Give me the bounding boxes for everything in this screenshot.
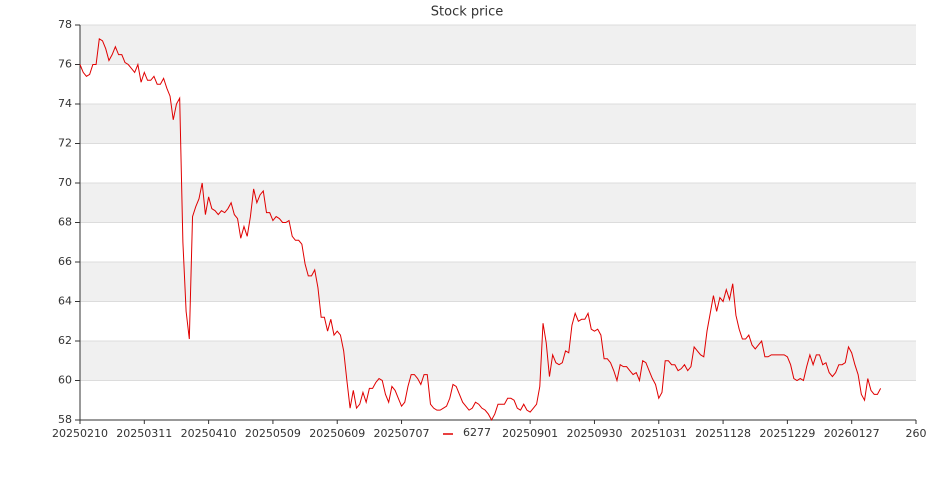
grid-band <box>80 104 916 144</box>
x-tick-label: 20260127 <box>824 427 880 440</box>
x-tick-label: 20250707 <box>374 427 430 440</box>
x-tick-label: 20250509 <box>245 427 301 440</box>
legend-label: 6277 <box>463 426 491 439</box>
x-tick-label: 20250609 <box>309 427 365 440</box>
x-tick-label: 20250930 <box>566 427 622 440</box>
y-tick-label: 66 <box>58 255 72 268</box>
y-tick-label: 78 <box>58 18 72 31</box>
x-tick-label: 20250901 <box>502 427 558 440</box>
y-tick-label: 72 <box>58 137 72 150</box>
chart-title: Stock price <box>431 5 503 20</box>
grid-band <box>80 183 916 223</box>
x-tick-label: 20250210 <box>52 427 108 440</box>
x-tick-label: 20250311 <box>116 427 172 440</box>
y-tick-label: 76 <box>58 58 72 71</box>
y-tick-label: 62 <box>58 334 72 347</box>
y-tick-label: 68 <box>58 216 72 229</box>
grid-band <box>80 25 916 65</box>
y-tick-label: 60 <box>58 374 72 387</box>
y-tick-label: 70 <box>58 176 72 189</box>
x-tick-label: 20250410 <box>181 427 237 440</box>
x-tick-label: 20251229 <box>759 427 815 440</box>
y-tick-label: 58 <box>58 413 72 426</box>
x-tick-label: 20251031 <box>631 427 687 440</box>
grid-band <box>80 341 916 381</box>
series-line <box>79 37 882 422</box>
x-tick-label: 260 <box>906 427 927 440</box>
y-tick-label: 64 <box>58 295 72 308</box>
grid-band <box>80 262 916 302</box>
x-tick-label: 20251128 <box>695 427 751 440</box>
y-tick-label: 74 <box>58 97 72 110</box>
